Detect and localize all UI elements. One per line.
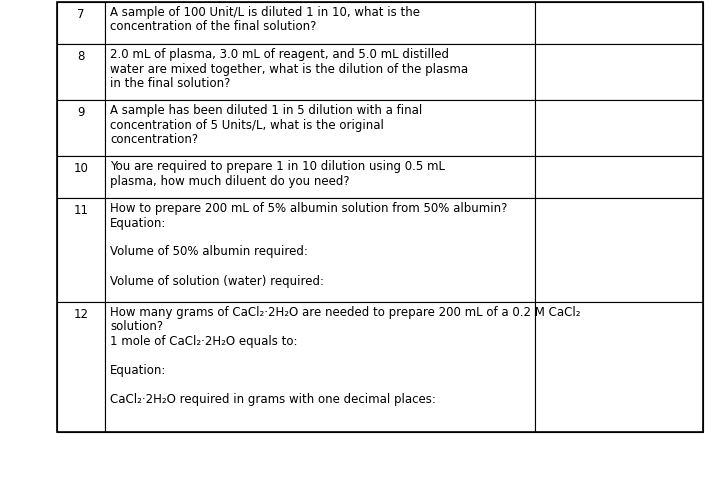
Text: 9: 9 [77,106,85,119]
Text: 2.0 mL of plasma, 3.0 mL of reagent, and 5.0 mL distilled: 2.0 mL of plasma, 3.0 mL of reagent, and… [110,48,449,61]
Bar [105,198,535,302]
Text: plasma, how much diluent do you need?: plasma, how much diluent do you need? [110,174,350,187]
Bar [57,198,105,302]
Text: Volume of solution (water) required:: Volume of solution (water) required: [110,274,324,287]
Text: concentration of the final solution?: concentration of the final solution? [110,20,316,33]
Text: concentration?: concentration? [110,133,198,146]
Bar [535,44,703,100]
Text: Equation:: Equation: [110,364,166,377]
Bar [535,156,703,198]
Text: in the final solution?: in the final solution? [110,77,230,90]
Bar [105,2,535,44]
Bar [535,2,703,44]
Bar [105,44,535,100]
Bar [105,302,535,432]
Text: How to prepare 200 mL of 5% albumin solution from 50% albumin?: How to prepare 200 mL of 5% albumin solu… [110,202,508,215]
Text: concentration of 5 Units/L, what is the original: concentration of 5 Units/L, what is the … [110,118,384,131]
Text: 10: 10 [74,162,88,175]
Bar [57,44,105,100]
Text: 1 mole of CaCl₂·2H₂O equals to:: 1 mole of CaCl₂·2H₂O equals to: [110,335,298,348]
Bar [57,2,703,432]
Text: 8: 8 [77,50,85,63]
Bar [105,100,535,156]
Text: 7: 7 [77,8,85,21]
Bar [535,198,703,302]
Text: Equation:: Equation: [110,216,166,229]
Bar [57,100,105,156]
Text: 11: 11 [74,204,88,217]
Text: How many grams of CaCl₂·2H₂O are needed to prepare 200 mL of a 0.2 M CaCl₂: How many grams of CaCl₂·2H₂O are needed … [110,306,581,319]
Text: You are required to prepare 1 in 10 dilution using 0.5 mL: You are required to prepare 1 in 10 dilu… [110,160,445,173]
Text: 12: 12 [74,308,88,321]
Bar [535,100,703,156]
Text: A sample of 100 Unit/L is diluted 1 in 10, what is the: A sample of 100 Unit/L is diluted 1 in 1… [110,6,420,19]
Bar [57,302,105,432]
Bar [57,156,105,198]
Text: A sample has been diluted 1 in 5 dilution with a final: A sample has been diluted 1 in 5 dilutio… [110,104,422,117]
Text: Volume of 50% albumin required:: Volume of 50% albumin required: [110,245,308,258]
Bar [535,302,703,432]
Text: CaCl₂·2H₂O required in grams with one decimal places:: CaCl₂·2H₂O required in grams with one de… [110,393,436,406]
Bar [105,156,535,198]
Bar [57,2,105,44]
Text: water are mixed together, what is the dilution of the plasma: water are mixed together, what is the di… [110,62,468,75]
Text: solution?: solution? [110,321,163,333]
